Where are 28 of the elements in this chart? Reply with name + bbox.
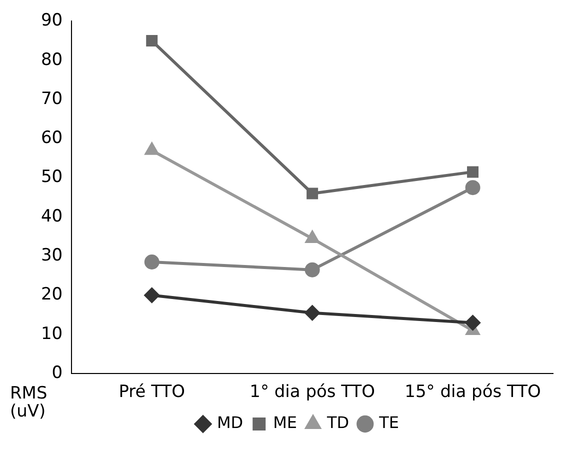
y-tick-label: 0 xyxy=(52,363,63,384)
y-tick-label: 70 xyxy=(40,88,63,109)
y-tick-label: 80 xyxy=(40,50,63,70)
legend-label: TD xyxy=(326,413,350,432)
point xyxy=(144,288,160,303)
legend-label: TE xyxy=(378,413,400,432)
y-tick-label: 50 xyxy=(40,167,63,188)
point xyxy=(146,35,158,47)
y-tick-label: 20 xyxy=(40,284,63,305)
y-axis-title: RMS (uV) xyxy=(10,384,48,422)
point xyxy=(304,262,320,278)
y-tick-label: 60 xyxy=(40,128,63,148)
point xyxy=(306,188,318,200)
point xyxy=(144,254,160,270)
legend-label: ME xyxy=(273,413,298,432)
y-tick-label: 10 xyxy=(40,324,63,344)
point xyxy=(306,231,320,244)
x-tick-label: 1° dia pós TTO xyxy=(250,382,375,402)
x-tick-label: 15° dia pós TTO xyxy=(404,382,541,402)
point xyxy=(304,305,320,320)
x-tick-label: Pré TTO xyxy=(118,382,186,402)
point xyxy=(467,166,479,178)
y-tick-label: 40 xyxy=(40,206,63,226)
legend-label: MD xyxy=(216,413,244,432)
y-tick-label: 90 xyxy=(40,10,63,31)
point xyxy=(465,315,480,330)
point xyxy=(465,180,480,196)
y-tick-label: 30 xyxy=(40,246,63,266)
